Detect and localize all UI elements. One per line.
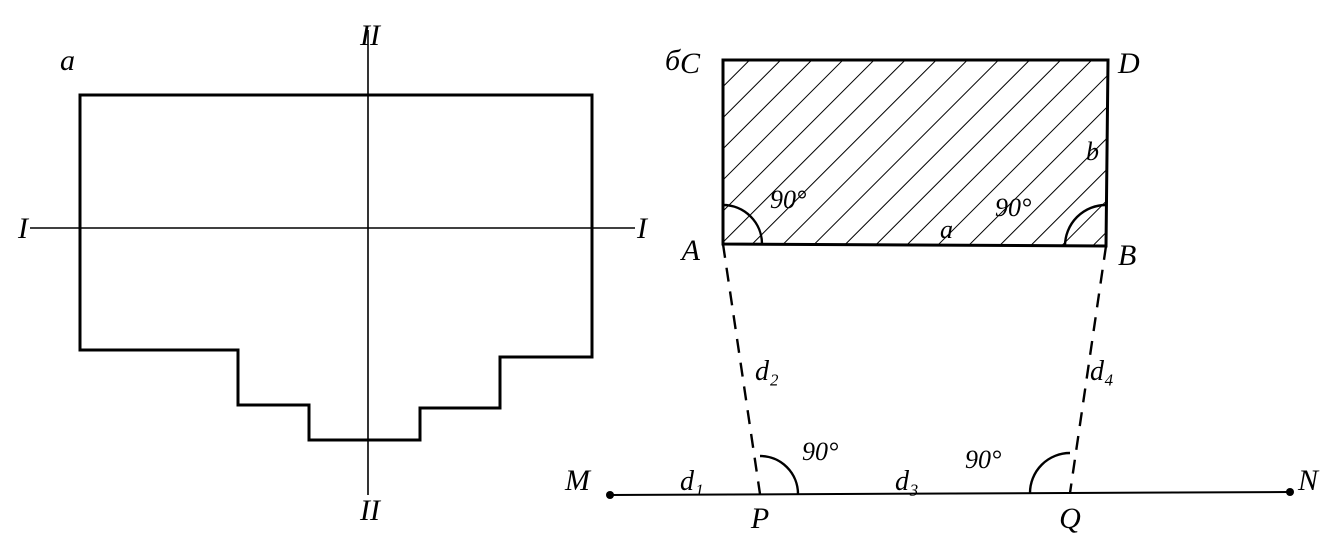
angle-p-label: 90° [802, 437, 838, 466]
label-d1: d₁ [680, 466, 704, 497]
diagram-canvas: а I I II II б C D A B a b 90° 90° M N [0, 0, 1322, 546]
label-q: Q [1059, 502, 1081, 535]
baseline-mn [610, 492, 1290, 495]
label-p: P [750, 502, 769, 535]
axis-i-label-right: I [636, 212, 649, 245]
angle-b-label: 90° [995, 193, 1031, 222]
hatch-fill [700, 40, 1140, 270]
label-d3: d₃ [895, 466, 919, 497]
axis-i-label-left: I [17, 212, 30, 245]
label-b-corner: B [1118, 239, 1136, 272]
label-d2: d₂ [755, 356, 779, 387]
angle-a-label: 90° [770, 185, 806, 214]
panel-label-a: а [60, 44, 75, 77]
label-d: D [1117, 47, 1140, 80]
label-n: N [1297, 464, 1320, 497]
angle-arc-q [1030, 453, 1070, 493]
axis-ii-label-bottom: II [359, 494, 382, 527]
angle-arc-p [760, 456, 798, 494]
figure-b: б C D A B a b 90° 90° M N P Q 90° 90° [564, 40, 1320, 535]
point-m-icon [606, 491, 614, 499]
label-m: M [564, 464, 592, 497]
fig-a-outline [80, 95, 592, 440]
axis-ii-label-top: II [359, 19, 382, 52]
angle-q-label: 90° [965, 445, 1001, 474]
point-n-icon [1286, 488, 1294, 496]
label-a-corner: A [680, 234, 701, 267]
panel-label-b: б [665, 44, 681, 77]
label-side-b: b [1086, 137, 1099, 166]
label-d4: d₄ [1090, 356, 1114, 387]
label-c: C [680, 47, 701, 80]
figure-a: а I I II II [17, 19, 649, 527]
label-side-a: a [940, 215, 953, 244]
